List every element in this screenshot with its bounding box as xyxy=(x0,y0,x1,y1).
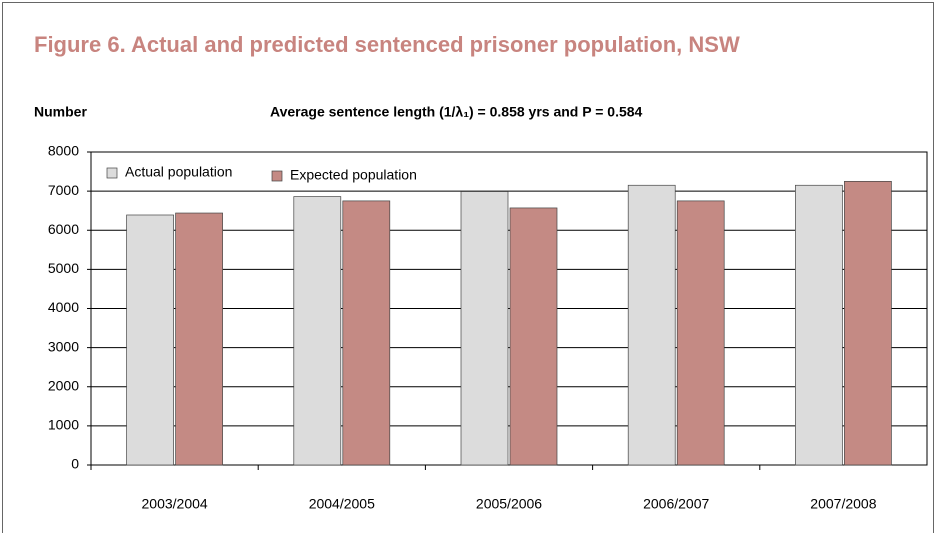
y-tick-label: 8000 xyxy=(48,143,79,159)
bar xyxy=(627,184,676,466)
y-axis-label: Number xyxy=(34,104,87,120)
bar xyxy=(293,196,342,466)
x-tick-label: 2005/2006 xyxy=(476,496,542,512)
y-tick-label: 7000 xyxy=(48,182,79,198)
chart-title: Figure 6. Actual and predicted sentenced… xyxy=(34,32,740,57)
bar xyxy=(676,200,725,466)
bar xyxy=(509,207,558,466)
x-tick-label: 2007/2008 xyxy=(810,496,876,512)
bar xyxy=(126,214,174,466)
bar xyxy=(844,180,892,466)
x-tick-label: 2003/2004 xyxy=(142,496,208,512)
y-tick-label: 2000 xyxy=(48,377,79,393)
legend-label: Expected population xyxy=(290,167,417,183)
legend-swatch xyxy=(271,170,283,182)
y-tick-label: 1000 xyxy=(48,417,79,433)
y-tick-label: 3000 xyxy=(48,338,79,354)
bar xyxy=(795,184,843,466)
bar xyxy=(460,191,509,466)
x-tick-label: 2006/2007 xyxy=(643,496,709,512)
y-tick-label: 4000 xyxy=(48,299,79,315)
y-tick-label: 0 xyxy=(71,456,79,472)
legend-label: Actual population xyxy=(125,164,232,180)
y-tick-label: 5000 xyxy=(48,260,79,276)
y-tick-label: 6000 xyxy=(48,221,79,237)
x-tick-label: 2004/2005 xyxy=(309,496,375,512)
bar xyxy=(175,212,223,466)
legend-swatch xyxy=(106,167,118,179)
subtitle: Average sentence length (1/λ₁) = 0.858 y… xyxy=(270,104,643,120)
bar xyxy=(342,200,391,466)
